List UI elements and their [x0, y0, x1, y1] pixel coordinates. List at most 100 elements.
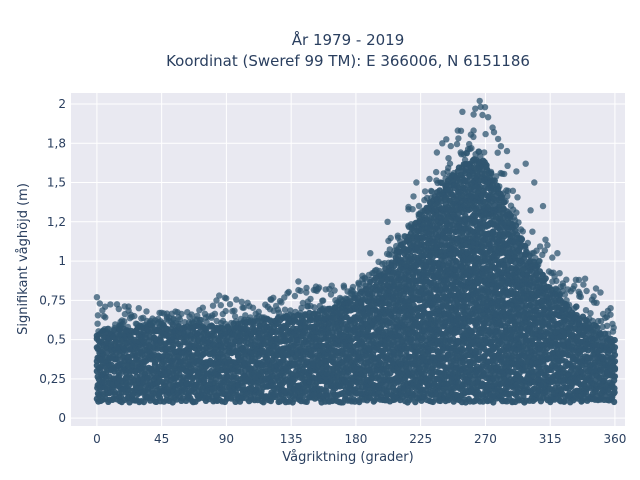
data-point	[209, 302, 217, 309]
data-point	[107, 301, 114, 308]
data-point	[517, 234, 525, 242]
data-point	[121, 318, 128, 325]
data-point	[497, 143, 505, 150]
data-point	[455, 135, 462, 142]
data-point	[470, 111, 477, 118]
data-point	[494, 149, 501, 156]
data-point	[331, 287, 338, 294]
data-point	[299, 299, 307, 307]
data-point	[501, 170, 508, 178]
data-point	[116, 371, 123, 378]
chart-title: År 1979 - 2019	[292, 30, 405, 49]
data-point	[135, 305, 142, 312]
data-point	[470, 127, 477, 134]
data-point	[223, 295, 230, 302]
data-point	[199, 304, 206, 311]
data-point	[529, 228, 536, 235]
data-point	[249, 304, 257, 311]
data-point	[297, 309, 304, 317]
data-point	[157, 336, 164, 344]
data-point	[468, 145, 475, 152]
data-point	[291, 292, 299, 300]
data-point	[446, 186, 453, 193]
data-point	[443, 136, 450, 143]
data-point	[311, 304, 318, 311]
data-point	[276, 297, 284, 305]
data-point	[240, 304, 247, 311]
data-point	[274, 306, 281, 313]
data-point	[445, 155, 452, 162]
data-point	[231, 313, 239, 320]
data-point	[470, 133, 477, 141]
data-point	[433, 168, 440, 176]
data-point	[487, 168, 495, 176]
data-point	[138, 315, 145, 322]
chart-subtitle: Koordinat (Sweref 99 TM): E 366006, N 61…	[166, 52, 530, 70]
data-point	[303, 284, 310, 292]
data-point	[415, 202, 423, 210]
data-point	[211, 310, 219, 317]
data-point	[446, 160, 454, 167]
data-point	[217, 302, 224, 309]
data-point	[421, 188, 429, 195]
data-point	[527, 207, 534, 214]
data-point	[441, 257, 448, 264]
data-point	[298, 304, 305, 312]
data-point	[303, 289, 310, 296]
data-point	[410, 273, 417, 280]
data-point	[482, 130, 489, 138]
data-point	[102, 314, 109, 321]
data-point	[496, 183, 503, 190]
data-point	[197, 316, 205, 324]
data-point	[233, 296, 240, 303]
data-point	[102, 303, 109, 310]
data-point	[504, 193, 511, 200]
data-point	[178, 310, 185, 318]
data-point	[319, 297, 327, 304]
data-point	[433, 149, 441, 156]
data-point	[222, 307, 229, 315]
data-point	[410, 193, 417, 200]
data-point	[386, 246, 393, 253]
data-point	[270, 294, 277, 301]
data-point	[285, 288, 292, 296]
data-point	[481, 149, 488, 156]
data-point	[226, 301, 234, 308]
data-point	[513, 168, 520, 175]
data-point	[170, 342, 177, 349]
data-point	[387, 234, 394, 242]
data-point	[515, 219, 522, 226]
data-point	[484, 114, 492, 121]
data-point	[94, 320, 101, 327]
data-point	[213, 297, 220, 304]
data-point	[426, 175, 433, 183]
data-point	[281, 306, 289, 313]
data-point	[159, 319, 167, 327]
data-point	[115, 305, 123, 313]
data-point	[509, 187, 517, 194]
data-point	[315, 285, 322, 292]
data-point	[238, 298, 245, 305]
data-point	[297, 287, 304, 295]
data-point	[524, 239, 531, 247]
data-point	[427, 187, 435, 195]
data-point	[188, 311, 195, 318]
data-markers	[93, 97, 619, 406]
data-point	[94, 312, 102, 319]
data-point	[242, 312, 249, 319]
data-point	[519, 228, 526, 235]
data-point	[514, 194, 521, 201]
data-point	[453, 140, 461, 148]
data-point	[287, 307, 294, 314]
data-point	[504, 162, 511, 169]
data-point	[457, 127, 465, 134]
data-point	[483, 161, 490, 169]
data-point	[307, 295, 314, 303]
data-point	[494, 135, 502, 143]
data-point	[447, 142, 454, 150]
data-point	[481, 104, 489, 111]
data-point	[131, 312, 138, 320]
data-point	[143, 308, 150, 315]
data-point	[409, 206, 416, 213]
